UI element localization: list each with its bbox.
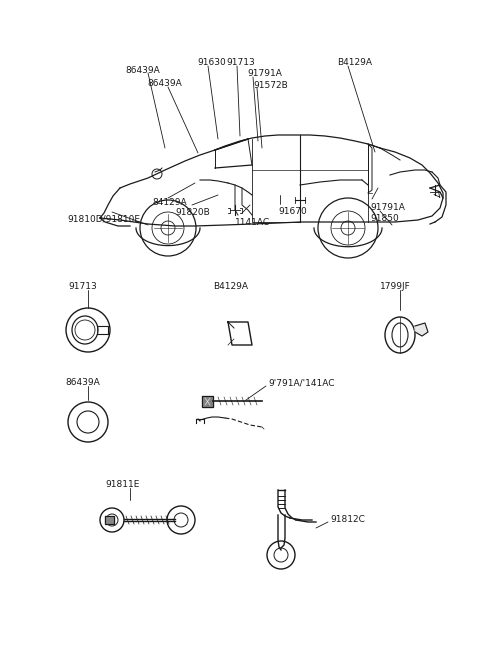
- Text: 91670: 91670: [278, 207, 307, 216]
- Text: 91810D/91810E: 91810D/91810E: [67, 214, 140, 223]
- Text: 84129A: 84129A: [152, 198, 187, 207]
- Text: 91791A: 91791A: [247, 69, 282, 78]
- Polygon shape: [415, 323, 428, 336]
- Text: 91811E: 91811E: [105, 480, 139, 489]
- Text: 86439A: 86439A: [65, 378, 100, 387]
- Text: 91791A: 91791A: [370, 203, 405, 212]
- Text: 86439A: 86439A: [125, 66, 160, 75]
- Text: 86439A: 86439A: [147, 79, 182, 88]
- Text: 91850: 91850: [370, 214, 399, 223]
- Text: 91812C: 91812C: [330, 515, 365, 524]
- Text: 91820B: 91820B: [175, 208, 210, 217]
- Text: 1799JF: 1799JF: [380, 282, 411, 291]
- Text: 9'791A/'141AC: 9'791A/'141AC: [268, 378, 335, 387]
- Text: 91713: 91713: [68, 282, 97, 291]
- Text: 91572B: 91572B: [253, 81, 288, 90]
- Text: B4129A: B4129A: [213, 282, 248, 291]
- Text: B4129A: B4129A: [337, 58, 372, 67]
- Text: 91713: 91713: [226, 58, 255, 67]
- Polygon shape: [105, 516, 114, 524]
- Text: 91630: 91630: [197, 58, 226, 67]
- Polygon shape: [202, 396, 213, 407]
- Text: 1141AC: 1141AC: [235, 218, 270, 227]
